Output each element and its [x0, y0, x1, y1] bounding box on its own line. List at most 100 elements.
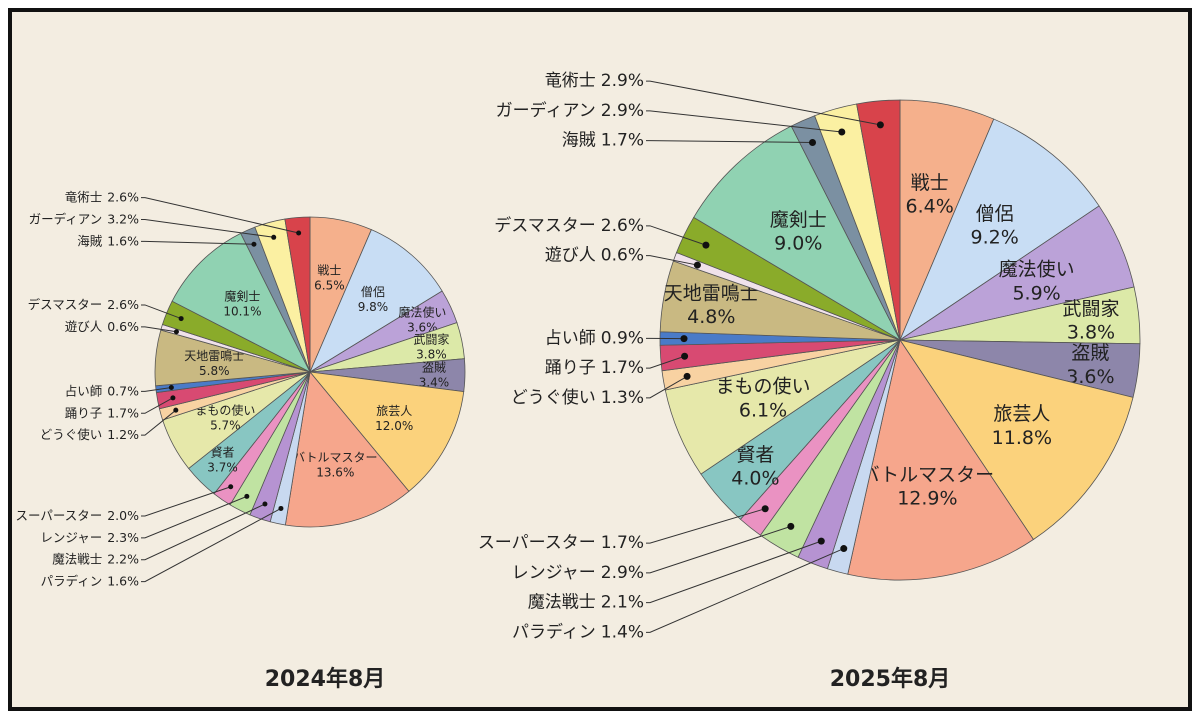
category-label: 旅芸人 [376, 404, 412, 418]
value-label: 5.7% [210, 418, 241, 432]
value-label: 2.9% [601, 563, 644, 583]
leader-dot [840, 545, 847, 552]
leader-dot [262, 502, 267, 507]
category-label: 戦士 [317, 263, 341, 277]
category-label: デスマスター [494, 215, 596, 236]
category-label: デスマスター [28, 296, 103, 311]
category-label: バトルマスター [861, 463, 995, 485]
category-label: 竜術士 [65, 189, 103, 204]
value-label: 12.0% [375, 419, 413, 433]
value-label: 9.0% [774, 232, 822, 254]
category-label: どうぐ使い [511, 387, 596, 408]
slice-label: スーパースター 2.0% [15, 507, 139, 522]
slice-label: 海賊 1.6% [77, 233, 139, 248]
category-label: 占い師 [545, 328, 596, 348]
value-label: 2.2% [107, 551, 139, 566]
category-label: 海賊 [77, 233, 103, 248]
chart-title: 2024年8月 [265, 666, 386, 692]
leader-dot [684, 373, 691, 380]
leader-dot [296, 230, 301, 235]
leader-dot [179, 316, 184, 321]
value-label: 1.7% [107, 405, 139, 420]
value-label: 13.6% [316, 465, 354, 479]
leader-dot [271, 235, 276, 240]
slice-label: デスマスター 2.6% [28, 296, 140, 311]
value-label: 1.3% [601, 388, 644, 408]
value-label: 3.8% [1067, 321, 1115, 343]
leader-dot [174, 329, 179, 334]
value-label: 6.4% [906, 195, 954, 217]
category-label: パラディン [41, 573, 103, 588]
category-label: スーパースター [478, 533, 596, 553]
category-label: 遊び人 [65, 318, 103, 333]
leader-dot [173, 408, 178, 413]
value-label: 1.6% [107, 233, 139, 248]
value-label: 2.3% [107, 529, 139, 544]
category-label: バトルマスター [293, 450, 377, 464]
leader-dot [681, 335, 688, 342]
leader-dot [170, 395, 175, 400]
category-label: 踊り子 [545, 358, 596, 378]
category-label: 盗賊 [1071, 342, 1109, 364]
category-label: 戦士 [911, 171, 949, 193]
category-label: 占い師 [65, 383, 103, 398]
leader-dot [809, 139, 816, 146]
category-label: レンジャー [512, 563, 596, 583]
category-label: 海賊 [562, 131, 596, 151]
value-label: 2.6% [601, 216, 644, 236]
value-label: 1.7% [601, 358, 644, 378]
value-label: 1.4% [601, 622, 644, 642]
value-label: 12.9% [897, 487, 957, 509]
value-label: 10.1% [223, 304, 261, 318]
leader-dot [681, 353, 688, 360]
leader-dot [251, 242, 256, 247]
value-label: 1.7% [601, 533, 644, 553]
leader-dot [694, 262, 701, 269]
leader-dot [787, 523, 794, 530]
value-label: 5.9% [1012, 282, 1060, 304]
slice-label: 踊り子 1.7% [65, 405, 139, 420]
category-label: 竜術士 [545, 71, 596, 91]
value-label: 2.0% [107, 507, 139, 522]
category-label: ガーディアン [29, 211, 103, 226]
leader-dot [877, 121, 884, 128]
category-label: 魔法使い [398, 304, 446, 319]
value-label: 2.6% [107, 296, 139, 311]
category-label: 遊び人 [545, 246, 596, 266]
value-label: 2.6% [107, 189, 139, 204]
value-label: 9.2% [971, 226, 1019, 248]
category-label: スーパースター [15, 507, 102, 522]
chart-title: 2025年8月 [830, 666, 951, 692]
slice-label: 竜術士 2.6% [65, 189, 139, 204]
category-label: 僧侶 [976, 202, 1014, 224]
leader-dot [702, 242, 709, 249]
value-label: 6.1% [739, 399, 787, 421]
category-label: 魔剣士 [224, 288, 260, 303]
category-label: 踊り子 [65, 405, 103, 420]
value-label: 11.8% [992, 426, 1052, 448]
value-label: 9.8% [358, 300, 389, 314]
leader-dot [818, 538, 825, 545]
value-label: 1.7% [601, 131, 644, 151]
category-label: パラディン [512, 621, 596, 642]
